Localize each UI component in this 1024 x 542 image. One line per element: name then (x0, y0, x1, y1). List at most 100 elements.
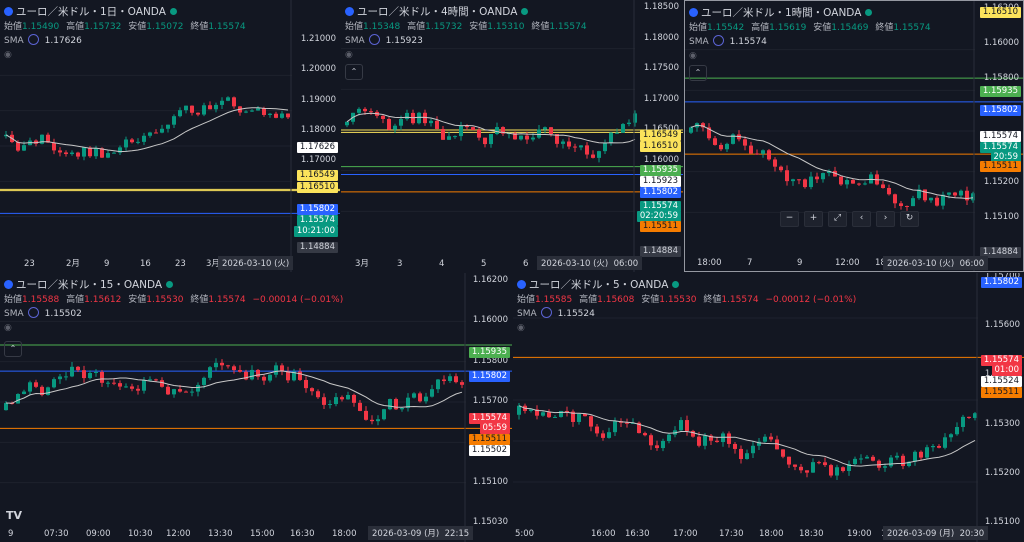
price-tick-label: 1.17500 (643, 63, 679, 73)
candle-body (761, 150, 765, 154)
chart-panel-15m[interactable]: ユーロ／米ドル・15・OANDA 始値1.15588 高値1.15612 安値1… (0, 273, 512, 542)
candle-body (154, 132, 158, 134)
price-tag: 1.15574 (980, 355, 1022, 366)
market-status-icon (672, 281, 680, 288)
candle-body (543, 127, 547, 130)
scroll-left-button[interactable]: ‹ (852, 211, 871, 227)
candle-body (106, 153, 110, 158)
chart-panel-1h[interactable]: ユーロ／米ドル・1時間・OANDA 始値1.15542 高値1.15619 安値… (684, 0, 1024, 272)
sma-settings-icon (712, 35, 724, 46)
price-axis[interactable]: 1.162001.160001.158001.156001.154001.152… (975, 1, 1023, 271)
candle-body (214, 362, 218, 368)
candle-body (208, 367, 212, 378)
candle-body (70, 152, 74, 155)
time-tick-label: 4 (439, 259, 445, 269)
scroll-right-button[interactable]: › (876, 211, 895, 227)
candle-body (178, 110, 182, 117)
candle-body (949, 434, 953, 438)
candle-body (781, 449, 785, 457)
candle-body (226, 365, 230, 367)
sma-legend[interactable]: SMA 1.15524 (517, 307, 595, 319)
ohlc-legend: 始値1.15490 高値1.15732 安値1.15072 終値1.15574 (4, 22, 246, 32)
price-axis[interactable]: 1.157001.156001.154001.153001.152001.151… (978, 273, 1024, 542)
price-tag: 1.15574 (468, 413, 510, 424)
candle-body (459, 125, 463, 137)
candle-body (381, 115, 385, 119)
sma-legend[interactable]: SMA 1.15502 (4, 307, 82, 319)
chart-panel-5m[interactable]: ユーロ／米ドル・5・OANDA 始値1.15585 高値1.15608 安値1.… (513, 273, 1024, 542)
fullscreen-button[interactable]: ⤢ (828, 211, 847, 227)
chart-plot-15m[interactable] (0, 273, 512, 542)
candle-body (435, 120, 439, 129)
candle-body (793, 464, 797, 467)
zoom-out-button[interactable]: − (780, 211, 799, 227)
reset-chart-button[interactable]: ↻ (900, 211, 919, 227)
market-status-icon (521, 8, 529, 15)
time-tick-label: 15:00 (250, 529, 275, 539)
candle-body (196, 112, 200, 115)
time-tick-label: 16:30 (625, 529, 650, 539)
candle-body (148, 379, 152, 381)
chart-plot-5m[interactable] (513, 273, 1024, 542)
candle-body (387, 118, 391, 130)
visibility-eye-icon[interactable]: ◉ (345, 50, 353, 60)
visibility-eye-icon[interactable]: ◉ (517, 323, 525, 333)
sma-settings-icon (27, 34, 39, 45)
zoom-in-button[interactable]: + (804, 211, 823, 227)
price-axis[interactable]: 1.18500 1.18000 1.17500 1.17000 1.16500 1.160… (635, 0, 683, 272)
crosshair-date: 2026-03-09 (月) 22:15 (368, 526, 474, 540)
time-tick-label: 5:00 (515, 529, 535, 539)
collapse-legend-button[interactable]: ⌃ (345, 64, 363, 80)
price-axis[interactable]: 1.210001.200001.190001.180001.170001.160… (292, 0, 340, 272)
candle-body (154, 379, 158, 381)
candle-body (160, 380, 164, 387)
candle-body (376, 419, 380, 422)
visibility-eye-icon[interactable]: ◉ (689, 51, 697, 61)
visibility-eye-icon[interactable]: ◉ (4, 323, 12, 333)
chart-title: ユーロ／米ドル・1日・OANDA (16, 6, 166, 18)
price-tag: 1.15802 (296, 204, 338, 215)
price-axis[interactable]: 1.162001.160001.158001.157001.152001.151… (466, 273, 512, 542)
candle-body (791, 179, 795, 182)
chart-panel-daily[interactable]: ユーロ／米ドル・1日・OANDA 始値1.15490 高値1.15732 安値1… (0, 0, 340, 272)
price-tag: 1.15574 (296, 215, 338, 226)
candle-body (16, 393, 20, 404)
chart-plot-4h[interactable] (341, 0, 683, 272)
chart-panel-4h[interactable]: ユーロ／米ドル・4時間・OANDA 始値1.15348 高値1.15732 安値… (341, 0, 683, 272)
time-tick-label: 3 (397, 259, 403, 269)
price-tick-label: 1.15600 (984, 320, 1020, 331)
collapse-legend-button[interactable]: ⌃ (689, 65, 707, 81)
candle-body (829, 465, 833, 476)
candle-body (64, 152, 68, 155)
sma-legend[interactable]: SMA 1.15923 (345, 34, 423, 46)
crosshair-date: 2026-03-09 (月) 20:30 (883, 526, 989, 540)
sma-legend[interactable]: SMA 1.15574 (689, 35, 767, 47)
price-tag: 1.14884 (639, 246, 681, 257)
price-tag: 1.15511 (980, 387, 1022, 398)
time-tick-label: 17:00 (673, 529, 698, 539)
price-tick-label: 1.21000 (300, 34, 336, 44)
chart-plot-daily[interactable] (0, 0, 340, 272)
ohlc-legend: 始値1.15348 高値1.15732 安値1.15310 終値1.15574 (345, 22, 587, 32)
time-tick-label: 5 (481, 259, 487, 269)
candle-body (799, 466, 803, 471)
chart-plot-1h[interactable] (685, 1, 1023, 271)
price-tag: 1.14884 (296, 242, 338, 253)
candle-body (412, 393, 416, 398)
candle-body (627, 122, 631, 125)
collapse-legend-button[interactable]: ⌃ (4, 341, 22, 357)
sma-legend[interactable]: SMA 1.17626 (4, 34, 82, 46)
candle-body (441, 128, 445, 140)
candle-body (775, 439, 779, 450)
time-tick-label: 3月 (355, 259, 369, 269)
candle-body (769, 436, 773, 440)
visibility-eye-icon[interactable]: ◉ (4, 50, 12, 60)
candle-body (631, 422, 635, 424)
candle-body (436, 379, 440, 390)
candle-body (250, 110, 254, 112)
candle-body (941, 194, 945, 206)
price-tag: 10:21:00 (293, 226, 338, 237)
candle-body (555, 134, 559, 144)
price-tag: 1.15935 (639, 165, 681, 176)
candle-body (649, 435, 653, 446)
